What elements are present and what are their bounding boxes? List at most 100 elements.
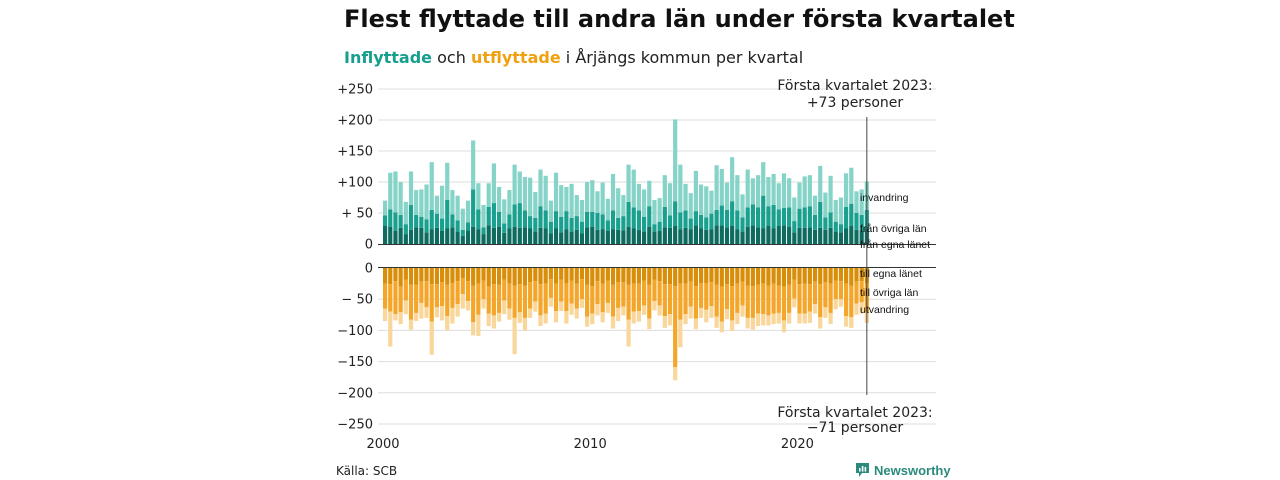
bar-segment bbox=[538, 227, 543, 244]
bar-segment bbox=[797, 268, 802, 285]
bar-segment bbox=[564, 186, 569, 212]
bar-segment bbox=[486, 313, 491, 327]
bar-segment bbox=[517, 268, 522, 285]
bar-segment bbox=[678, 268, 683, 284]
bar-segment bbox=[481, 299, 486, 309]
bar-segment bbox=[688, 281, 693, 307]
bar-segment bbox=[579, 221, 585, 234]
bar-segment bbox=[854, 303, 859, 315]
bar-segment bbox=[491, 268, 496, 285]
bar-segment bbox=[569, 280, 574, 304]
bar-segment bbox=[683, 283, 688, 315]
bar-segment bbox=[714, 316, 719, 328]
bar-segment bbox=[647, 268, 652, 285]
bar-segment bbox=[564, 311, 569, 324]
bar-segment bbox=[533, 217, 538, 232]
bar-segment bbox=[698, 184, 704, 215]
bar-segment bbox=[823, 229, 828, 244]
y-tick-label: −200 bbox=[337, 386, 373, 401]
bar-segment bbox=[533, 191, 538, 218]
bar-segment bbox=[450, 307, 455, 324]
bar-segment bbox=[854, 213, 859, 230]
bar-segment bbox=[823, 268, 828, 283]
bar-segment bbox=[460, 208, 465, 230]
bar-segment bbox=[735, 229, 740, 244]
bar-segment bbox=[512, 164, 517, 205]
bar-segment bbox=[833, 299, 838, 310]
bar-segment bbox=[698, 307, 704, 318]
y-tick-label: +250 bbox=[337, 83, 373, 98]
bar-segment bbox=[693, 225, 698, 244]
bar-segment bbox=[408, 204, 414, 230]
bar-segment bbox=[631, 311, 636, 324]
bar-segment bbox=[512, 268, 517, 286]
bar-segment bbox=[792, 268, 797, 280]
bar-segment bbox=[657, 221, 662, 231]
bar-segment bbox=[787, 284, 792, 313]
bar-segment bbox=[445, 162, 450, 200]
bar-segment bbox=[802, 176, 807, 208]
bar-segment bbox=[719, 268, 724, 287]
bar-segment bbox=[439, 306, 445, 321]
bar-segment bbox=[569, 183, 574, 218]
bar-segment bbox=[776, 226, 781, 244]
bar-segment bbox=[610, 173, 616, 211]
bar-segment bbox=[698, 214, 704, 229]
bar-segment bbox=[512, 285, 517, 318]
bar-segment bbox=[636, 183, 642, 211]
bar-segment bbox=[559, 216, 564, 233]
bar-segment bbox=[818, 227, 823, 244]
bar-segment bbox=[579, 268, 585, 280]
bar-segment bbox=[616, 188, 621, 218]
series-label-invandring: invandring bbox=[860, 192, 909, 204]
bar-segment bbox=[543, 175, 548, 211]
bar-segment bbox=[823, 307, 828, 318]
bar-segment bbox=[481, 280, 486, 300]
bar-segment bbox=[730, 226, 735, 244]
bar-segment bbox=[812, 281, 818, 305]
bar-segment bbox=[781, 286, 787, 321]
bar-segment bbox=[807, 227, 812, 244]
bar-segment bbox=[807, 284, 812, 312]
brand-logo[interactable]: Newsworthy bbox=[855, 462, 951, 478]
bar-segment bbox=[491, 227, 496, 244]
bar-segment bbox=[424, 281, 429, 308]
bar-segment bbox=[585, 316, 590, 327]
bar-segment bbox=[434, 227, 439, 244]
bar-segment bbox=[393, 268, 398, 282]
bar-segment bbox=[419, 268, 424, 282]
bar-segment bbox=[388, 209, 393, 227]
bar-segment bbox=[528, 216, 533, 229]
bar-segment bbox=[812, 195, 818, 215]
bar-segment bbox=[517, 203, 522, 228]
bar-segment bbox=[652, 268, 657, 280]
bar-segment bbox=[383, 308, 388, 322]
bar-segment bbox=[424, 307, 429, 318]
bar-segment bbox=[476, 283, 481, 315]
bar-segment bbox=[745, 207, 750, 227]
bar-segment bbox=[408, 319, 414, 330]
bar-segment bbox=[533, 281, 538, 302]
bar-segment bbox=[828, 283, 833, 313]
bar-segment bbox=[652, 301, 657, 311]
bar-segment bbox=[636, 283, 642, 312]
bar-segment bbox=[621, 282, 626, 307]
bar-segment bbox=[833, 199, 838, 222]
bar-segment bbox=[486, 268, 491, 287]
bar-segment bbox=[455, 220, 460, 232]
bar-segment bbox=[445, 228, 450, 244]
bar-segment bbox=[771, 268, 776, 284]
axes: +250 +200 +150 +100 + 50 0 0 − 50 −100 −150 −200 −2… bbox=[337, 83, 936, 452]
bar-segment bbox=[838, 232, 844, 244]
bar-segment bbox=[766, 177, 771, 207]
bar-segment bbox=[761, 283, 766, 315]
bar-segment bbox=[605, 230, 610, 244]
bar-segment bbox=[673, 286, 678, 368]
bar-segment bbox=[693, 170, 698, 212]
bar-segment bbox=[698, 228, 704, 244]
bar-segment bbox=[553, 283, 559, 312]
bar-segment bbox=[533, 268, 538, 282]
bar-segment bbox=[486, 225, 491, 244]
bar-segment bbox=[719, 321, 724, 333]
bar-segment bbox=[787, 178, 792, 208]
